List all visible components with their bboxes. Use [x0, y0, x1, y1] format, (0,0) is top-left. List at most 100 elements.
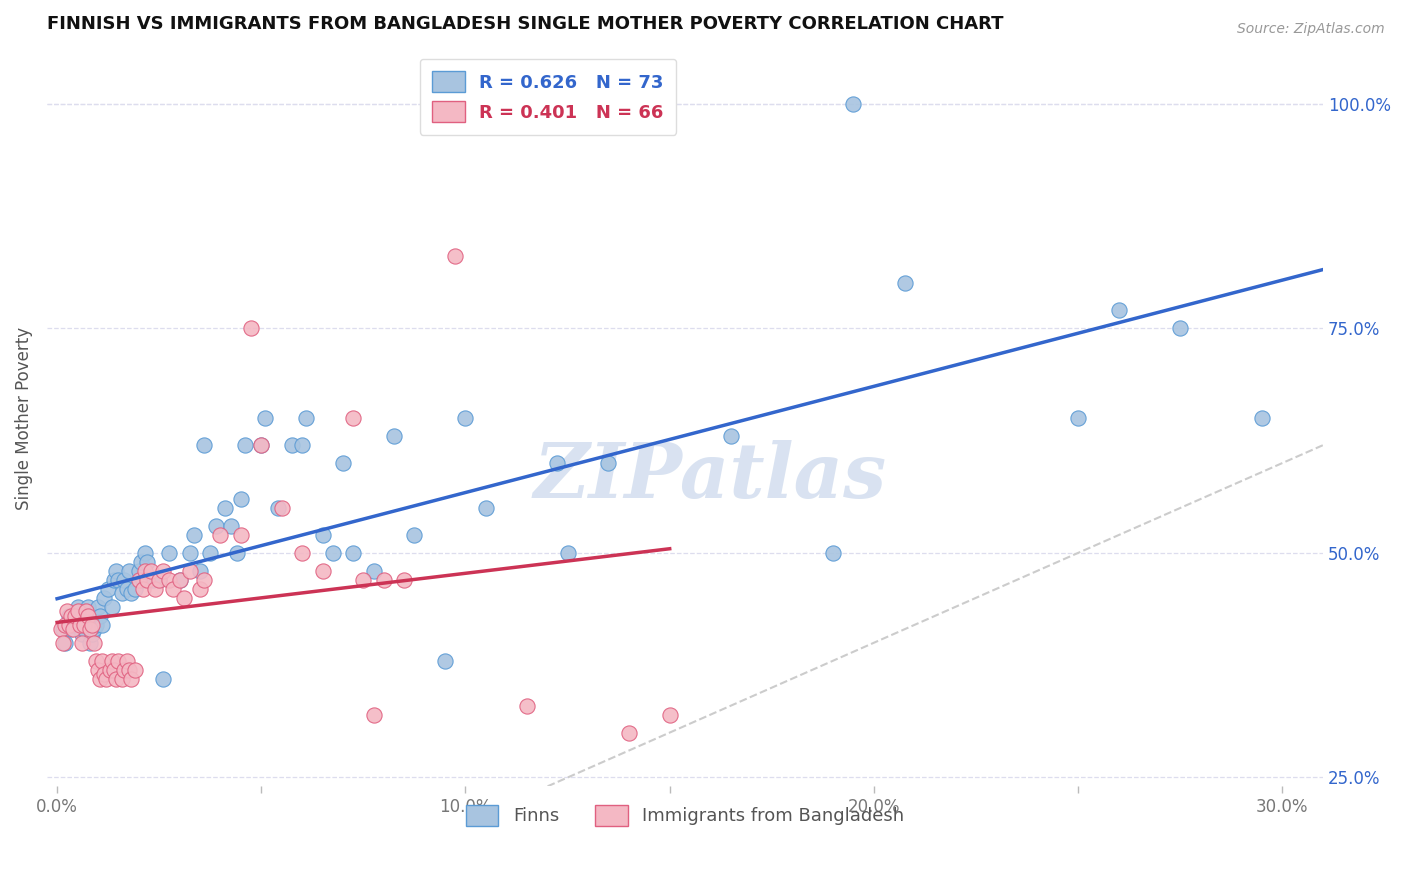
- Point: [162, 582, 184, 596]
- Point: [291, 546, 314, 560]
- Point: [557, 546, 579, 560]
- Point: [111, 672, 134, 686]
- Point: [188, 564, 211, 578]
- Point: [101, 654, 124, 668]
- Point: [101, 599, 124, 614]
- Point: [1250, 411, 1272, 425]
- Point: [209, 528, 232, 542]
- Point: [91, 654, 114, 668]
- Point: [720, 429, 742, 443]
- Point: [52, 636, 75, 650]
- Point: [658, 707, 681, 722]
- Point: [382, 429, 405, 443]
- Point: [89, 672, 111, 686]
- Point: [363, 707, 385, 722]
- Point: [352, 573, 374, 587]
- Point: [434, 654, 457, 668]
- Point: [454, 411, 477, 425]
- Point: [148, 573, 170, 587]
- Point: [76, 608, 98, 623]
- Point: [98, 663, 121, 677]
- Point: [200, 546, 222, 560]
- Point: [58, 617, 80, 632]
- Point: [107, 573, 129, 587]
- Point: [233, 438, 256, 452]
- Point: [66, 604, 89, 618]
- Point: [62, 622, 84, 636]
- Point: [117, 564, 139, 578]
- Point: [114, 573, 136, 587]
- Point: [183, 528, 205, 542]
- Point: [103, 663, 125, 677]
- Point: [893, 277, 915, 291]
- Point: [332, 456, 354, 470]
- Point: [311, 564, 333, 578]
- Point: [148, 573, 170, 587]
- Point: [136, 573, 159, 587]
- Point: [124, 663, 146, 677]
- Point: [475, 500, 498, 515]
- Legend: Finns, Immigrants from Bangladesh: Finns, Immigrants from Bangladesh: [456, 794, 915, 837]
- Point: [60, 608, 83, 623]
- Point: [169, 573, 191, 587]
- Y-axis label: Single Mother Poverty: Single Mother Poverty: [15, 326, 32, 509]
- Point: [83, 622, 105, 636]
- Text: Source: ZipAtlas.com: Source: ZipAtlas.com: [1237, 22, 1385, 37]
- Point: [1108, 303, 1130, 318]
- Point: [56, 604, 79, 618]
- Point: [115, 582, 138, 596]
- Point: [51, 622, 73, 636]
- Point: [193, 438, 215, 452]
- Text: FINNISH VS IMMIGRANTS FROM BANGLADESH SINGLE MOTHER POVERTY CORRELATION CHART: FINNISH VS IMMIGRANTS FROM BANGLADESH SI…: [46, 15, 1004, 33]
- Point: [124, 582, 146, 596]
- Point: [157, 573, 180, 587]
- Point: [70, 636, 93, 650]
- Point: [363, 564, 385, 578]
- Point: [83, 636, 105, 650]
- Point: [311, 528, 333, 542]
- Point: [254, 411, 277, 425]
- Point: [114, 663, 136, 677]
- Point: [444, 250, 467, 264]
- Point: [128, 564, 150, 578]
- Point: [617, 725, 640, 739]
- Point: [214, 500, 236, 515]
- Point: [1168, 321, 1191, 335]
- Point: [117, 663, 139, 677]
- Point: [80, 626, 103, 640]
- Point: [516, 698, 538, 713]
- Point: [79, 636, 101, 650]
- Point: [84, 654, 107, 668]
- Point: [179, 546, 201, 560]
- Point: [75, 608, 97, 623]
- Point: [142, 573, 165, 587]
- Point: [93, 591, 115, 605]
- Point: [111, 586, 134, 600]
- Point: [79, 622, 101, 636]
- Point: [342, 546, 364, 560]
- Point: [120, 586, 142, 600]
- Point: [169, 573, 191, 587]
- Point: [129, 555, 152, 569]
- Point: [134, 546, 156, 560]
- Point: [143, 582, 166, 596]
- Point: [72, 622, 94, 636]
- Point: [842, 96, 865, 111]
- Point: [69, 617, 91, 632]
- Point: [546, 456, 568, 470]
- Point: [291, 438, 314, 452]
- Point: [173, 591, 195, 605]
- Point: [152, 672, 174, 686]
- Point: [342, 411, 364, 425]
- Point: [152, 564, 174, 578]
- Point: [120, 672, 142, 686]
- Point: [179, 564, 201, 578]
- Point: [270, 500, 292, 515]
- Point: [58, 608, 80, 623]
- Point: [295, 411, 318, 425]
- Point: [103, 573, 125, 587]
- Point: [72, 617, 94, 632]
- Point: [188, 582, 211, 596]
- Point: [75, 604, 97, 618]
- Point: [240, 321, 263, 335]
